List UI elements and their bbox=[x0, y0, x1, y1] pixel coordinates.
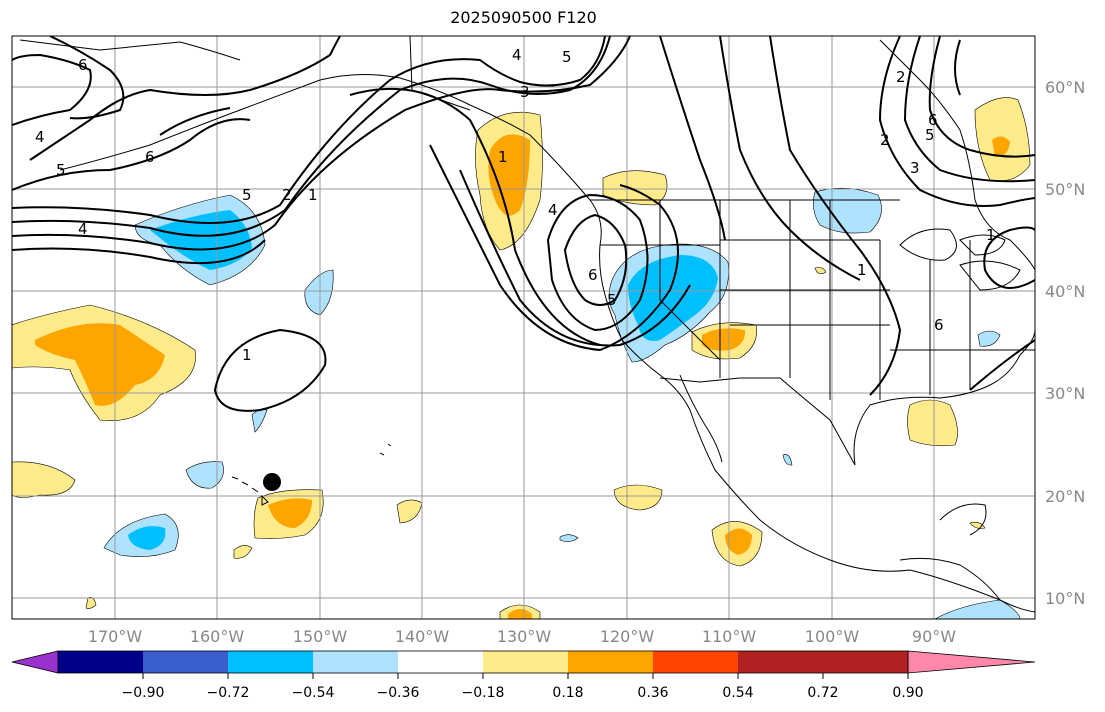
lat-label-40: 40°N bbox=[1045, 282, 1085, 301]
colorbar-tick-4: −0.36 bbox=[377, 685, 420, 701]
contour-label-17: 1 bbox=[857, 261, 867, 279]
lat-label-50: 50°N bbox=[1045, 180, 1085, 199]
map-title: 2025090500 F120 bbox=[450, 8, 597, 27]
anomaly-deepblue-basin bbox=[628, 255, 718, 341]
colorbar-tick-1: −0.90 bbox=[122, 685, 165, 701]
anomaly-orange-ne bbox=[992, 136, 1010, 158]
anomaly-yellow-gulf bbox=[907, 399, 958, 447]
contour-label-1: 6 bbox=[78, 56, 88, 74]
lon-label-90: 90°W bbox=[912, 627, 956, 646]
colorbar-segment-2 bbox=[143, 651, 228, 673]
colorbar-tick-2: −0.72 bbox=[207, 685, 250, 701]
anomaly-yellow-small-1 bbox=[233, 545, 253, 559]
lon-label-130: 130°W bbox=[497, 627, 552, 646]
anomaly-blue-6 bbox=[782, 454, 793, 466]
colorbar-extend-high bbox=[907, 650, 1036, 674]
contour-label-9: 1 bbox=[242, 346, 252, 364]
colorbar-tick-10: 0.90 bbox=[892, 685, 923, 701]
anomaly-blue-2 bbox=[251, 409, 268, 433]
lat-label-20: 20°N bbox=[1045, 487, 1085, 506]
anomaly-orange-4corners bbox=[702, 328, 746, 351]
contour-label-22: 1 bbox=[498, 148, 508, 166]
anomaly-yellow-small-4 bbox=[613, 484, 663, 511]
colorbar-tick-6: 0.18 bbox=[552, 685, 583, 701]
contour-label-7: 1 bbox=[308, 186, 318, 204]
anomaly-deepblue-4 bbox=[128, 526, 166, 550]
colorbar: −0.90 −0.72 −0.54 −0.36 −0.18 0.18 0.36 … bbox=[11, 650, 1036, 701]
anomaly-orange-small-6 bbox=[508, 609, 532, 619]
colorbar-segment-8 bbox=[653, 651, 738, 673]
anomaly-blue-se bbox=[977, 330, 1001, 347]
plot-frame bbox=[11, 35, 1036, 620]
contour-label-10: 5 bbox=[562, 48, 572, 66]
latitude-axis: 60°N 50°N 40°N 30°N 20°N 10°N bbox=[1045, 78, 1085, 608]
contour-label-13: 6 bbox=[588, 266, 598, 284]
contour-label-group: 6 4 5 6 5 2 1 4 1 5 4 3 6 5 4 2 1 6 5 3 … bbox=[35, 46, 996, 364]
graticule bbox=[12, 36, 1035, 619]
anomaly-orange-small-5 bbox=[725, 528, 752, 555]
contour-label-16: 2 bbox=[880, 131, 890, 149]
colorbar-segment-5 bbox=[398, 651, 483, 673]
anomaly-yellow-bc bbox=[602, 170, 668, 206]
lat-label-10: 10°N bbox=[1045, 589, 1085, 608]
contour-label-6: 2 bbox=[282, 186, 292, 204]
colorbar-tick-5: −0.18 bbox=[462, 685, 505, 701]
contour-label-5: 5 bbox=[242, 186, 252, 204]
contour-label-24: 6 bbox=[934, 316, 944, 334]
shading-layer bbox=[12, 97, 1031, 619]
anomaly-blue-5 bbox=[559, 534, 579, 542]
lat-label-60: 60°N bbox=[1045, 78, 1085, 97]
contour-label-20: 3 bbox=[910, 159, 920, 177]
colorbar-tick-8: 0.54 bbox=[722, 685, 753, 701]
lon-label-170: 170°W bbox=[88, 627, 143, 646]
contour-label-23: 1 bbox=[986, 226, 996, 244]
contour-label-3: 5 bbox=[56, 161, 66, 179]
anomaly-yellow-small-7 bbox=[814, 267, 827, 275]
anomaly-orange-west bbox=[35, 323, 165, 406]
colorbar-tick-7: 0.36 bbox=[637, 685, 668, 701]
lon-label-120: 120°W bbox=[600, 627, 655, 646]
longitude-axis: 170°W 160°W 150°W 140°W 130°W 120°W 110°… bbox=[88, 627, 956, 646]
coastlines bbox=[19, 36, 1035, 613]
anomaly-yellow-sw bbox=[12, 461, 76, 498]
anomaly-orange-hawaii bbox=[268, 498, 312, 528]
colorbar-tick-3: −0.54 bbox=[292, 685, 335, 701]
anomaly-yellow-small-3 bbox=[85, 597, 97, 609]
colorbar-segment-1 bbox=[58, 651, 143, 673]
contours bbox=[12, 36, 1035, 412]
contour-label-19: 5 bbox=[925, 126, 935, 144]
lon-label-160: 160°W bbox=[190, 627, 245, 646]
colorbar-extend-low bbox=[11, 650, 59, 674]
contour-label-12: 3 bbox=[520, 83, 530, 101]
location-marker bbox=[263, 473, 281, 491]
colorbar-tick-9: 0.72 bbox=[807, 685, 838, 701]
colorbar-segment-10 bbox=[823, 651, 908, 673]
contour-label-21: 2 bbox=[896, 68, 906, 86]
colorbar-segment-3 bbox=[228, 651, 313, 673]
contour-label-14: 5 bbox=[607, 291, 617, 309]
lat-label-30: 30°N bbox=[1045, 384, 1085, 403]
anomaly-blue-lakes bbox=[813, 187, 882, 234]
contour-label-11: 4 bbox=[512, 46, 522, 64]
lon-label-110: 110°W bbox=[702, 627, 757, 646]
contour-label-2: 4 bbox=[35, 128, 45, 146]
colorbar-segment-6 bbox=[483, 651, 568, 673]
contour-label-15: 4 bbox=[548, 201, 558, 219]
colorbar-segment-7 bbox=[568, 651, 653, 673]
contour-label-18: 6 bbox=[928, 111, 938, 129]
anomaly-orange-panhandle bbox=[488, 134, 530, 216]
lon-label-150: 150°W bbox=[293, 627, 348, 646]
lon-label-100: 100°W bbox=[805, 627, 860, 646]
colorbar-segment-9 bbox=[738, 651, 823, 673]
contour-label-4: 6 bbox=[145, 148, 155, 166]
anomaly-deepblue-gulf bbox=[150, 210, 252, 270]
colorbar-segment-4 bbox=[313, 651, 398, 673]
contour-label-8: 4 bbox=[78, 220, 88, 238]
lon-label-140: 140°W bbox=[395, 627, 450, 646]
anomaly-blue-3 bbox=[185, 461, 224, 489]
